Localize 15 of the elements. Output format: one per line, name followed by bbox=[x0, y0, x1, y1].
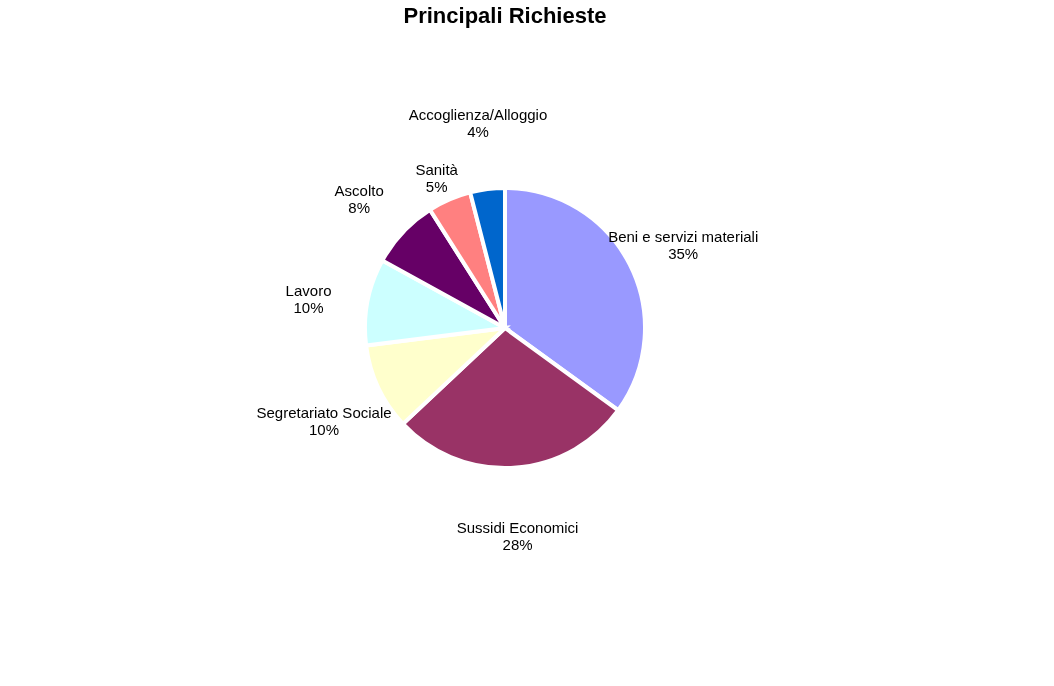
data-label: 10% bbox=[309, 421, 340, 439]
slice-label: Beni e servizi materiali bbox=[608, 228, 759, 246]
chart-title: Principali Richieste bbox=[403, 3, 607, 28]
slice-label: Accoglienza/Alloggio bbox=[408, 105, 548, 123]
data-label: 5% bbox=[425, 178, 448, 196]
slice-label: Sussidi Economici bbox=[456, 518, 579, 536]
data-label: 8% bbox=[348, 199, 371, 217]
data-label: 28% bbox=[502, 535, 533, 553]
data-label: 10% bbox=[293, 298, 324, 316]
data-label: 35% bbox=[668, 245, 699, 263]
slice-label: Sanità bbox=[415, 161, 459, 179]
slice-label: Segretariato Sociale bbox=[256, 404, 392, 422]
slice-label: Lavoro bbox=[285, 281, 332, 299]
data-label: 4% bbox=[467, 122, 489, 140]
slice-label: Ascolto bbox=[334, 182, 384, 200]
